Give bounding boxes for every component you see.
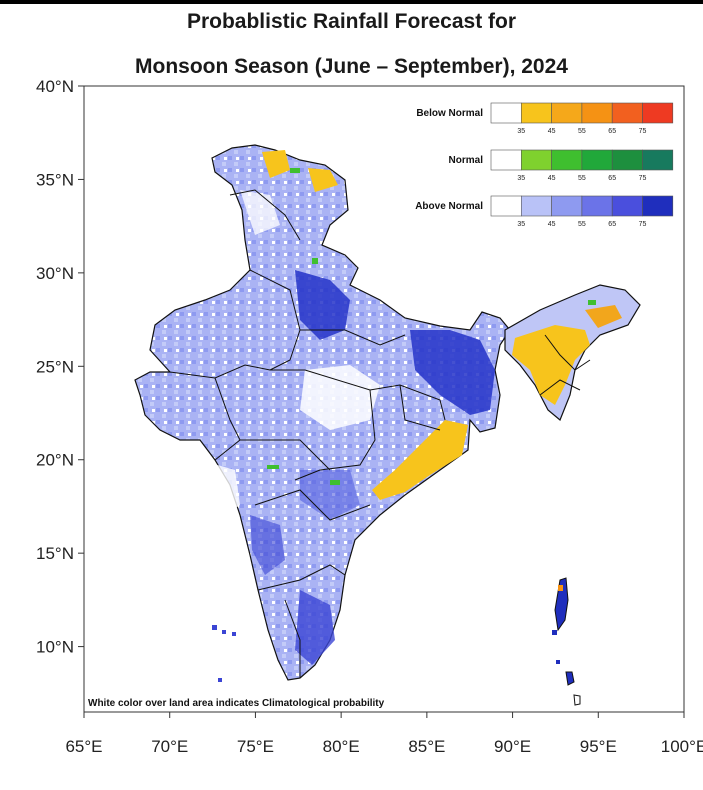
legend-tick: 45	[548, 175, 556, 182]
below-normal-northeast-upper	[585, 305, 622, 328]
legend-swatch	[490, 149, 522, 171]
legend-tick: 45	[548, 221, 556, 228]
legend-swatch	[551, 149, 583, 171]
y-tick-label: 40°N	[36, 77, 74, 96]
legend-tick: 35	[517, 221, 525, 228]
x-tick-label: 70°E	[151, 737, 188, 756]
normal-speck-1	[290, 168, 300, 173]
legend-tick: 55	[578, 175, 586, 182]
legend-tick: 55	[578, 128, 586, 135]
x-tick-label: 65°E	[65, 737, 102, 756]
above-normal-core-central	[300, 470, 360, 520]
legend-tick: 75	[639, 175, 647, 182]
y-tick-label: 10°N	[36, 638, 74, 657]
below-normal-ladakh	[262, 150, 290, 178]
y-axis: 40°N 35°N 30°N 25°N 20°N 15°N 10°N	[36, 77, 84, 657]
below-normal-odisha-coast	[372, 420, 468, 500]
legend-tick: 65	[608, 221, 616, 228]
legend-swatch	[581, 149, 613, 171]
legend-swatch	[581, 195, 613, 217]
y-tick-label: 25°N	[36, 357, 74, 376]
legend-swatch	[551, 102, 583, 124]
x-tick-label: 100°E	[661, 737, 703, 756]
legend-tick: 35	[517, 175, 525, 182]
y-tick-label: 30°N	[36, 264, 74, 283]
legend-label: Above Normal	[415, 201, 483, 212]
legend-label: Below Normal	[416, 108, 483, 119]
legend-tick: 55	[578, 221, 586, 228]
legend-tick: 45	[548, 128, 556, 135]
legend-swatch	[520, 149, 552, 171]
legend-tick: 65	[608, 175, 616, 182]
legend-tick: 75	[639, 128, 647, 135]
below-normal-northeast	[512, 325, 590, 405]
above-normal-core-north	[295, 270, 350, 340]
legend-swatch	[520, 102, 552, 124]
legend-swatch	[611, 102, 643, 124]
legend-swatch	[642, 195, 674, 217]
legend-tick: 35	[517, 128, 525, 135]
above-normal-core-east	[410, 330, 495, 415]
x-tick-label: 85°E	[408, 737, 445, 756]
legend-swatch	[642, 149, 674, 171]
x-tick-label: 95°E	[580, 737, 617, 756]
legend-tick: 65	[608, 128, 616, 135]
y-tick-label: 15°N	[36, 544, 74, 563]
title-line-2: Monsoon Season (June – September), 2024	[135, 55, 568, 78]
legend-swatch	[581, 102, 613, 124]
above-normal-core-south	[295, 590, 335, 665]
y-tick-label: 20°N	[36, 451, 74, 470]
climatology-note: White color over land area indicates Cli…	[88, 698, 385, 709]
x-tick-label: 80°E	[323, 737, 360, 756]
legend-swatch	[611, 149, 643, 171]
legend-swatch	[611, 195, 643, 217]
state-boundaries	[169, 189, 591, 678]
title-line-1: Probablistic Rainfall Forecast for	[186, 10, 517, 33]
legend: Below Normal 35 45 55 65 75 Normal 35 45 55 65 75 Ab…	[415, 102, 674, 228]
x-axis: 65°E 70°E 75°E 80°E 85°E 90°E 95°E 100°E	[65, 712, 703, 756]
normal-speck-4	[330, 480, 340, 485]
legend-swatch	[520, 195, 552, 217]
legend-tick: 75	[639, 221, 647, 228]
below-normal-kashmir-east	[308, 168, 338, 192]
legend-swatch	[490, 102, 522, 124]
above-normal-core-west	[250, 515, 285, 575]
legend-swatch	[551, 195, 583, 217]
climatology-zone-central	[300, 365, 380, 430]
andaman-nicobar-islands	[552, 577, 581, 706]
climatology-zone-north	[240, 190, 280, 235]
legend-swatch	[642, 102, 674, 124]
normal-speck-5	[588, 300, 596, 305]
top-border	[0, 0, 703, 4]
lakshadweep-islands	[212, 625, 236, 682]
legend-label: Normal	[449, 155, 484, 166]
normal-speck-3	[267, 465, 279, 469]
y-tick-label: 35°N	[36, 170, 74, 189]
normal-speck-2	[312, 258, 318, 264]
x-tick-label: 75°E	[237, 737, 274, 756]
legend-swatch	[490, 195, 522, 217]
climatology-zone-west	[198, 460, 240, 520]
x-tick-label: 90°E	[494, 737, 531, 756]
